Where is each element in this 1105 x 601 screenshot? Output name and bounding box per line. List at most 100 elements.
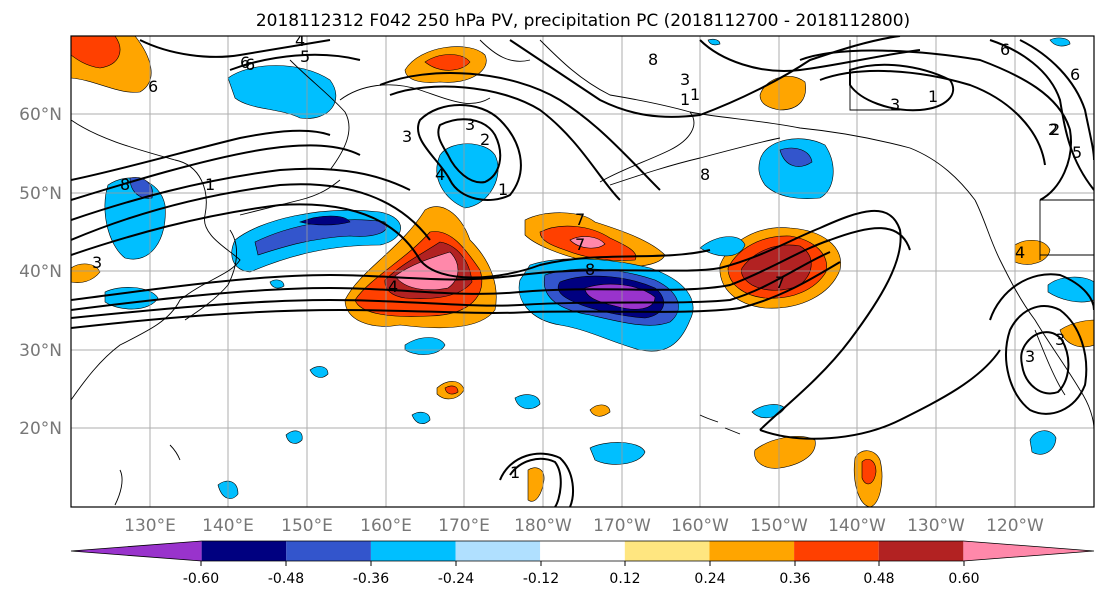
- contour-label: 3: [402, 127, 412, 146]
- lon-label: 140°E: [202, 516, 254, 536]
- precip-patch: [707, 38, 721, 46]
- pv-contour: [71, 227, 911, 311]
- colorbar-label: -0.60: [183, 571, 219, 587]
- pv-contour: [759, 349, 1001, 440]
- colorbar-label: -0.48: [268, 571, 304, 587]
- contour-label: 1: [680, 90, 690, 109]
- lon-label: 160°E: [360, 516, 412, 536]
- pv-contour: [1005, 305, 1088, 415]
- contour-label: 2: [1048, 120, 1058, 139]
- contour-label: 8: [585, 260, 595, 279]
- contour-label: 3: [1055, 330, 1065, 349]
- pv-contour: [699, 39, 921, 72]
- alaska-south-coast: [689, 111, 976, 201]
- lon-label: 170°E: [438, 516, 490, 536]
- precip-patch: [699, 236, 746, 257]
- asia-coast: [71, 119, 241, 401]
- contour-label: 1: [205, 175, 215, 194]
- gridlines: [71, 36, 1094, 507]
- pv-contour: [989, 39, 1094, 191]
- contour-label: 6: [1070, 65, 1080, 84]
- colorbar-label: 0.48: [863, 571, 894, 587]
- lat-label: 50°N: [19, 184, 62, 204]
- figure-title: 2018112312 F042 250 hPa PV, precipitatio…: [256, 11, 910, 31]
- pv-contour: [71, 261, 841, 329]
- pacific-islands: [114, 444, 181, 506]
- colorbar-cell: [709, 541, 795, 561]
- colorbar-cell: [455, 541, 541, 561]
- contour-label: 4: [435, 165, 445, 184]
- contour-label: 7: [775, 273, 785, 292]
- contour-label: 3: [890, 95, 900, 114]
- colorbar-label: -0.12: [523, 571, 559, 587]
- precip-patch: [424, 54, 471, 71]
- contour-label: 1: [928, 87, 938, 106]
- pv-contour: [71, 183, 431, 241]
- precip-patch: [269, 279, 285, 289]
- precip-patch: [779, 147, 813, 167]
- siberia-north-coast: [339, 84, 491, 104]
- contour-label: 4: [1015, 243, 1025, 262]
- precip-patch: [309, 366, 329, 378]
- colorbar-label: 0.36: [779, 571, 810, 587]
- colorbar-label: 0.60: [948, 571, 979, 587]
- contour-label: 3: [465, 115, 475, 134]
- contour-label: 1: [498, 180, 508, 199]
- precip-patch: [285, 430, 303, 444]
- colorbar-label: 0.12: [609, 571, 640, 587]
- pv-contour: [509, 457, 562, 507]
- pv-contour: [71, 209, 902, 431]
- pv-contour: [389, 85, 621, 201]
- colorbar-cell: [624, 541, 710, 561]
- hawaii-islands: [699, 414, 741, 435]
- lon-label: 160°W: [671, 516, 729, 536]
- precip-patch: [569, 236, 606, 249]
- contour-label: 6: [240, 53, 250, 72]
- colorbar-label: -0.24: [438, 571, 474, 587]
- lon-label: 140°W: [828, 516, 886, 536]
- precip-patch: [861, 459, 877, 485]
- contour-label: 1: [510, 463, 520, 482]
- contour-label: 1: [690, 85, 700, 104]
- precip-patch: [227, 65, 337, 119]
- lon-label: 170°W: [593, 516, 651, 536]
- lat-label: 30°N: [19, 341, 62, 361]
- lon-label: 150°E: [281, 516, 333, 536]
- contour-label: 3: [1025, 347, 1035, 366]
- pv-contour: [379, 72, 661, 191]
- pv-contour: [417, 104, 522, 201]
- precip-patch: [1049, 37, 1071, 47]
- colorbar-cell: [878, 541, 964, 561]
- precip-patch: [514, 394, 541, 410]
- us-state-borders: [1039, 199, 1094, 260]
- pv-contour: [437, 118, 502, 184]
- lon-label: 180°W: [514, 516, 572, 536]
- contour-label: 6: [148, 77, 158, 96]
- colorbar-extend-high: [963, 541, 1094, 561]
- colorbar-label: -0.36: [353, 571, 389, 587]
- canada-border: [849, 40, 900, 111]
- colorbar-ticks: -0.60 -0.48 -0.36 -0.24 -0.12 0.12 0.24 …: [183, 561, 980, 587]
- pv-contour: [229, 53, 361, 71]
- colorbar-label: 0.24: [694, 571, 725, 587]
- colorbar-cell: [286, 541, 371, 561]
- precip-patch: [71, 263, 101, 283]
- precip-patch: [758, 138, 834, 199]
- bering-strait: [479, 39, 531, 62]
- aleutian-islands: [609, 137, 781, 186]
- colorbar-cells: [70, 540, 1095, 562]
- contour-label: 8: [700, 165, 710, 184]
- contour-label: 7: [575, 210, 585, 229]
- contour-label: 4: [388, 277, 398, 296]
- precip-patch: [589, 442, 646, 465]
- kamchatka-coast: [289, 59, 350, 171]
- lon-label: 120°W: [986, 516, 1044, 536]
- coastlines: [71, 39, 1094, 506]
- pv-contour: [71, 251, 831, 319]
- lat-label: 40°N: [19, 262, 62, 282]
- precip-patch: [411, 411, 431, 424]
- precip-patch: [1014, 240, 1051, 265]
- colorbar-extend-low: [71, 541, 202, 561]
- colorbar: -0.60 -0.48 -0.36 -0.24 -0.12 0.12 0.24 …: [70, 540, 1095, 587]
